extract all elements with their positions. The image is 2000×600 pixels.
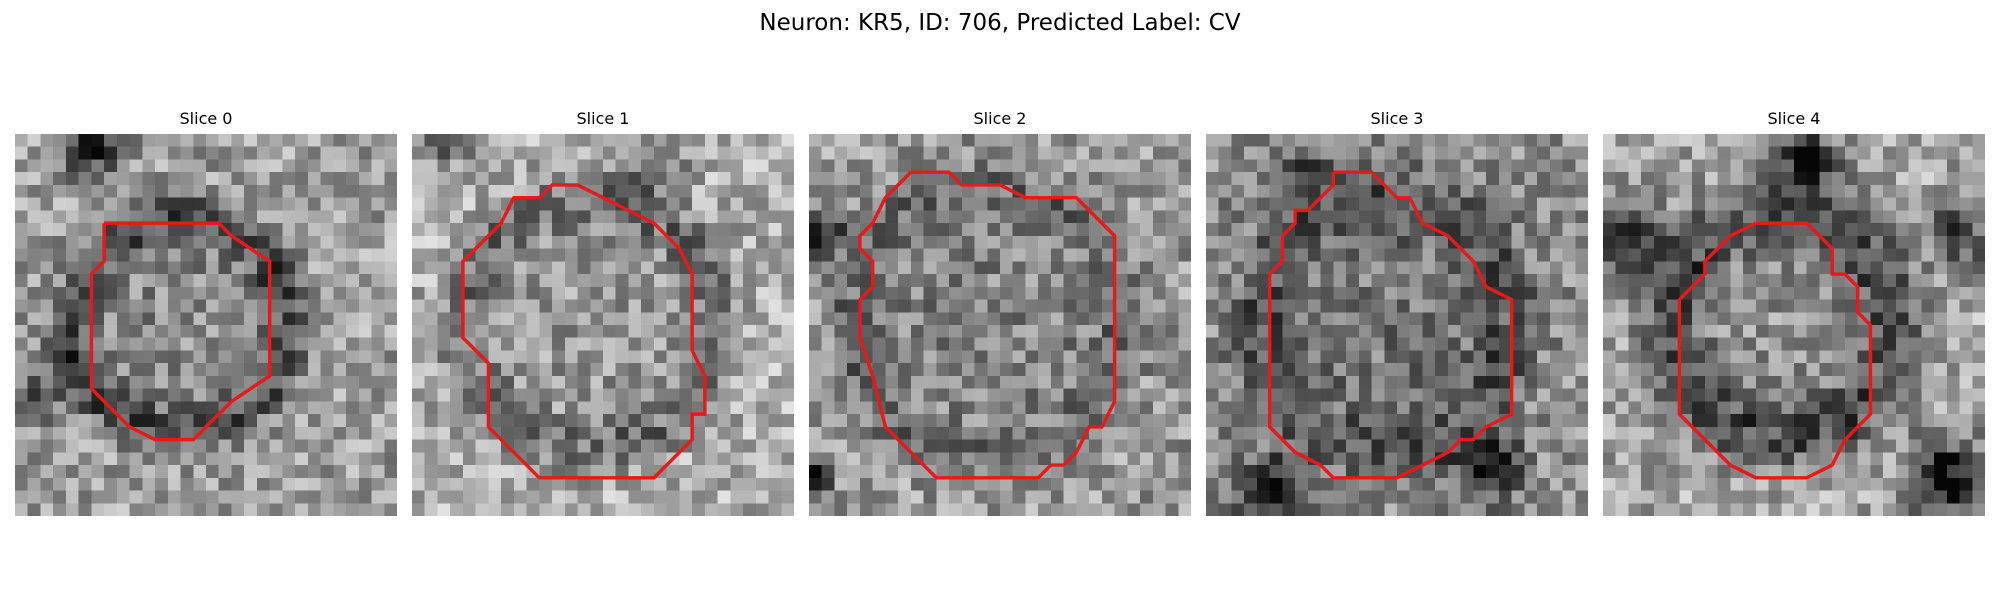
slice-image-0 [15, 134, 397, 516]
grayscale-slice-4 [1603, 134, 1985, 516]
slice-title-0: Slice 0 [179, 109, 233, 128]
slice-image-4 [1603, 134, 1985, 516]
slice-title-1: Slice 1 [576, 109, 630, 128]
slice-image-3 [1206, 134, 1588, 516]
pixel-grid-1 [412, 134, 794, 516]
roi-contour-2 [858, 170, 1117, 480]
slice-image-1 [412, 134, 794, 516]
pixel-grid-4 [1603, 134, 1985, 516]
slice-panel-2: Slice 2 [809, 107, 1191, 516]
slice-title-2: Slice 2 [973, 109, 1027, 128]
pixel-grid-2 [809, 134, 1191, 516]
grayscale-slice-0 [15, 134, 397, 516]
roi-contour-4 [1677, 221, 1873, 480]
slice-title-3: Slice 3 [1370, 109, 1424, 128]
figure-title: Neuron: KR5, ID: 706, Predicted Label: C… [759, 10, 1241, 36]
grayscale-slice-2 [809, 134, 1191, 516]
roi-contour-1 [461, 183, 707, 480]
slice-panel-1: Slice 1 [412, 107, 794, 516]
pixel-grid-0 [15, 134, 397, 516]
grayscale-slice-3 [1206, 134, 1588, 516]
roi-contour-3 [1267, 170, 1514, 480]
roi-contour-0 [89, 221, 272, 442]
slice-panel-4: Slice 4 [1603, 107, 1985, 516]
grayscale-slice-1 [412, 134, 794, 516]
slice-panel-3: Slice 3 [1206, 107, 1588, 516]
slice-title-4: Slice 4 [1767, 109, 1821, 128]
slice-image-2 [809, 134, 1191, 516]
slice-panel-0: Slice 0 [15, 107, 397, 516]
pixel-grid-3 [1206, 134, 1588, 516]
